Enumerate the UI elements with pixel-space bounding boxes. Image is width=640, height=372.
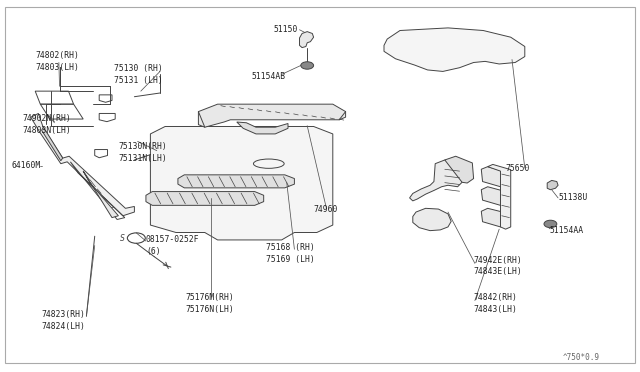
- Text: 74842(RH)
74843(LH): 74842(RH) 74843(LH): [474, 293, 518, 314]
- Text: 51154AB: 51154AB: [252, 72, 285, 81]
- Text: 74942E(RH)
74843E(LH): 74942E(RH) 74843E(LH): [474, 256, 522, 276]
- Polygon shape: [481, 187, 507, 205]
- Text: 51150: 51150: [274, 25, 298, 34]
- Text: ^750*0.9: ^750*0.9: [563, 353, 600, 362]
- Polygon shape: [413, 208, 451, 231]
- Text: 51138U: 51138U: [558, 193, 588, 202]
- Polygon shape: [481, 167, 507, 187]
- Text: 75130 (RH)
75131 (LH): 75130 (RH) 75131 (LH): [114, 64, 163, 85]
- Circle shape: [301, 62, 314, 69]
- Text: 75176M(RH)
75176N(LH): 75176M(RH) 75176N(LH): [186, 293, 234, 314]
- Text: 08157-0252F
(6): 08157-0252F (6): [146, 235, 200, 256]
- Polygon shape: [198, 104, 346, 127]
- Polygon shape: [237, 122, 288, 134]
- Polygon shape: [410, 160, 462, 201]
- Polygon shape: [384, 28, 525, 71]
- Polygon shape: [547, 180, 558, 190]
- Text: 74902N(RH)
74803N(LH): 74902N(RH) 74803N(LH): [22, 114, 71, 135]
- Polygon shape: [178, 175, 294, 188]
- Polygon shape: [146, 192, 264, 205]
- Polygon shape: [83, 171, 118, 218]
- Text: 74823(RH)
74824(LH): 74823(RH) 74824(LH): [42, 310, 86, 331]
- Text: 64160M: 64160M: [12, 161, 41, 170]
- Polygon shape: [445, 156, 474, 183]
- Polygon shape: [488, 164, 511, 229]
- Circle shape: [544, 220, 557, 228]
- Text: 75650: 75650: [506, 164, 530, 173]
- Text: 75168 (RH)
75169 (LH): 75168 (RH) 75169 (LH): [266, 243, 314, 264]
- Text: 74802(RH)
74803(LH): 74802(RH) 74803(LH): [35, 51, 79, 72]
- Polygon shape: [300, 32, 314, 48]
- Polygon shape: [31, 113, 134, 216]
- Text: 75130N(RH)
75131N(LH): 75130N(RH) 75131N(LH): [118, 142, 167, 163]
- Polygon shape: [481, 208, 507, 227]
- Polygon shape: [150, 126, 333, 240]
- Text: S: S: [120, 234, 125, 243]
- Text: 51154AA: 51154AA: [549, 226, 583, 235]
- Text: 74960: 74960: [314, 205, 338, 214]
- Polygon shape: [42, 127, 63, 161]
